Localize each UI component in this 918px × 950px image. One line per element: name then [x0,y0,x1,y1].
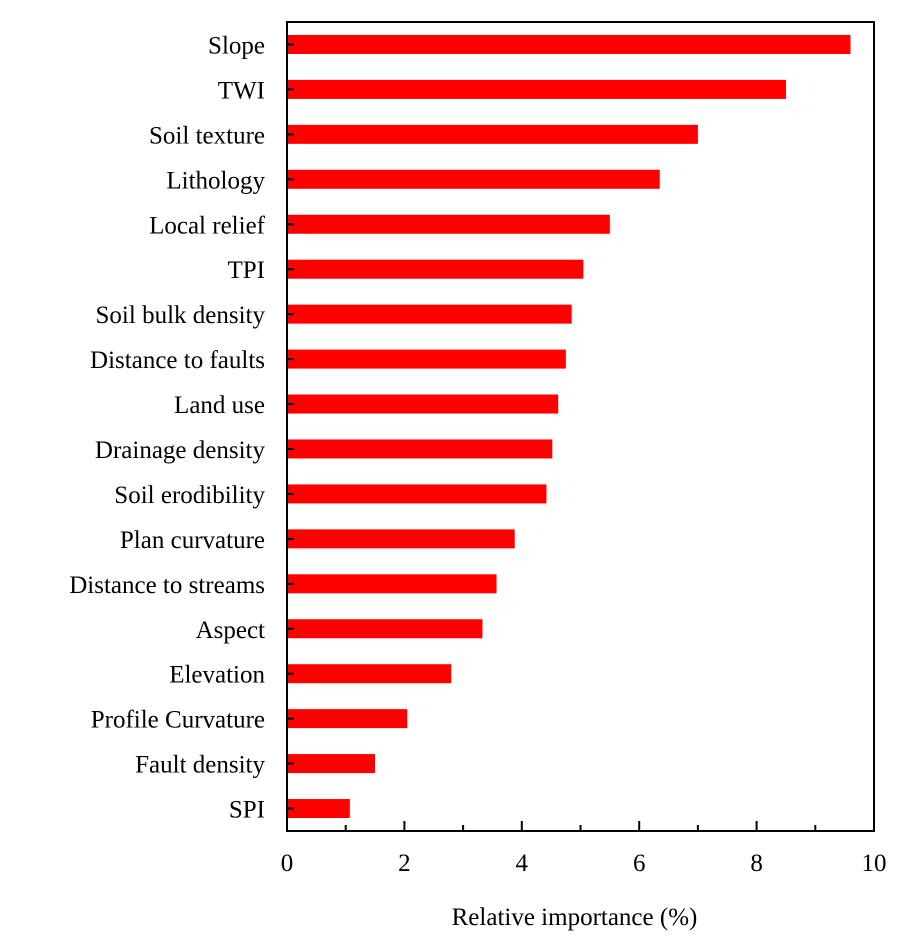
category-label: Elevation [169,662,265,689]
category-label: Soil erodibility [114,482,265,509]
x-tick-label: 4 [516,850,529,877]
bar-elevation [287,664,452,684]
bar-distance-to-faults [287,349,566,369]
x-tick-label: 10 [862,850,887,877]
bar-soil-texture [287,124,698,144]
category-label: SPI [229,797,265,824]
category-label: TWI [218,77,265,104]
category-label: Aspect [196,617,265,644]
bar-fault-density [287,754,376,774]
category-label: Lithology [166,167,265,194]
plot-frame [286,21,875,832]
category-label: Drainage density [95,437,266,464]
category-labels: Slope TWI Soil texture Lithology Local relie… [69,32,265,823]
x-axis-label: Relative importance (%) [452,904,698,931]
category-label: Local relief [149,212,266,239]
category-label: Land use [174,392,265,419]
x-tick-label: 0 [281,850,294,877]
category-label: Plan curvature [120,527,265,554]
x-tick-label: 2 [398,850,411,877]
category-label: Soil bulk density [96,302,266,329]
bar-distance-to-streams [287,574,497,594]
category-label: Distance to streams [69,572,265,599]
category-label: Slope [208,32,265,59]
category-label: TPI [228,257,266,284]
bar-soil-erodibility [287,484,547,504]
bar-lithology [287,169,660,189]
x-axis-tick-labels: 0 2 4 6 8 10 [281,850,887,877]
bar-profile-curvature [287,709,408,729]
bar-slope [287,34,851,54]
bar-soil-bulk-density [287,304,572,324]
bar-plan-curvature [287,529,515,549]
bar-aspect [287,619,483,639]
bar-local-relief [287,214,610,234]
category-label: Soil texture [149,122,265,149]
category-label: Distance to faults [90,347,265,374]
bar-spi [287,799,350,819]
x-tick-label: 6 [633,850,646,877]
bar-land-use [287,394,559,414]
bar-twi [287,79,786,99]
bars-group [287,34,851,819]
x-tick-label: 8 [750,850,763,877]
category-label: Fault density [135,752,265,779]
category-label: Profile Curvature [91,707,265,734]
bar-tpi [287,259,584,279]
bar-drainage-density [287,439,553,459]
